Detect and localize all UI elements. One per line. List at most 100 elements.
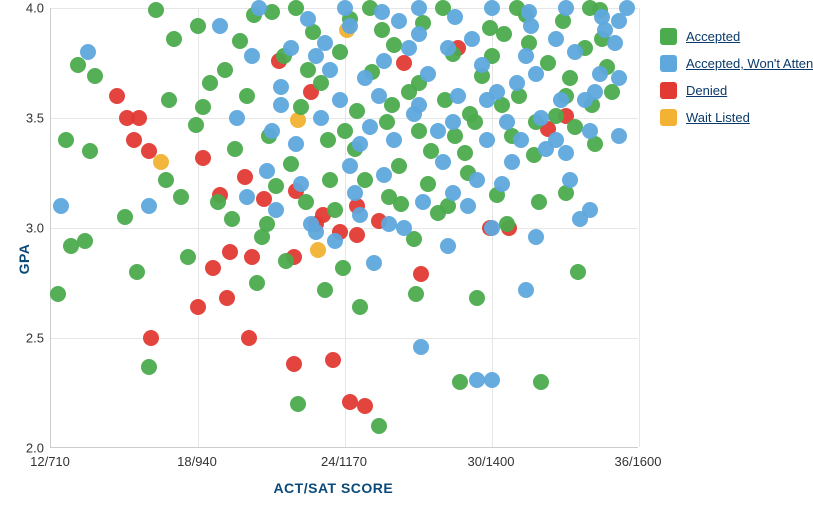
- scatter-point: [109, 88, 125, 104]
- scatter-point: [325, 352, 341, 368]
- scatter-point: [50, 286, 66, 302]
- legend-label: Accepted: [686, 29, 740, 44]
- scatter-point: [391, 13, 407, 29]
- scatter-point: [259, 216, 275, 232]
- scatter-point: [411, 97, 427, 113]
- scatter-point: [379, 114, 395, 130]
- x-tick-label: 36/1600: [615, 454, 662, 469]
- scatter-point: [173, 189, 189, 205]
- scatter-point: [283, 40, 299, 56]
- scatter-point: [374, 4, 390, 20]
- scatter-point: [533, 110, 549, 126]
- scatter-point: [531, 194, 547, 210]
- scatter-point: [153, 154, 169, 170]
- scatter-point: [479, 132, 495, 148]
- scatter-point: [219, 290, 235, 306]
- x-tick-label: 24/1170: [321, 454, 367, 469]
- scatter-point: [63, 238, 79, 254]
- scatter-point: [244, 48, 260, 64]
- scatter-point: [195, 99, 211, 115]
- scatter-point: [313, 75, 329, 91]
- scatter-point: [190, 18, 206, 34]
- scatter-point: [366, 255, 382, 271]
- scatter-point: [381, 189, 397, 205]
- scatter-point: [195, 150, 211, 166]
- scatter-point: [513, 132, 529, 148]
- scatter-point: [611, 70, 627, 86]
- scatter-point: [592, 66, 608, 82]
- scatter-point: [445, 114, 461, 130]
- scatter-point: [288, 136, 304, 152]
- scatter-point: [293, 99, 309, 115]
- scatter-point: [310, 242, 326, 258]
- scatter-point: [268, 178, 284, 194]
- scatter-point: [212, 18, 228, 34]
- scatter-point: [464, 31, 480, 47]
- scatter-point: [148, 2, 164, 18]
- scatter-point: [286, 356, 302, 372]
- scatter-point: [141, 198, 157, 214]
- y-tick-label: 3.5: [20, 111, 44, 126]
- scatter-point: [327, 202, 343, 218]
- scatter-point: [217, 62, 233, 78]
- scatter-point: [413, 339, 429, 355]
- legend-swatch: [660, 82, 677, 99]
- scatter-point: [317, 282, 333, 298]
- scatter-point: [484, 220, 500, 236]
- scatter-point: [420, 66, 436, 82]
- scatter-point: [131, 110, 147, 126]
- legend: Accepted Accepted, Won't Attend Denied Wait…: [660, 28, 813, 136]
- legend-item[interactable]: Denied: [660, 82, 813, 99]
- x-tick-label: 18/940: [177, 454, 217, 469]
- scatter-point: [229, 110, 245, 126]
- scatter-point: [53, 198, 69, 214]
- scatter-point: [293, 176, 309, 192]
- scatter-point: [129, 264, 145, 280]
- scatter-point: [180, 249, 196, 265]
- legend-swatch: [660, 28, 677, 45]
- legend-swatch: [660, 109, 677, 126]
- scatter-point: [308, 48, 324, 64]
- scatter-point: [474, 57, 490, 73]
- scatter-point: [239, 189, 255, 205]
- scatter-point: [607, 35, 623, 51]
- scatter-point: [268, 202, 284, 218]
- scatter-point: [611, 128, 627, 144]
- scatter-point: [567, 119, 583, 135]
- legend-item[interactable]: Accepted, Won't Attend: [660, 55, 813, 72]
- scatter-point: [374, 22, 390, 38]
- gridline-vertical: [639, 8, 640, 447]
- scatter-point: [222, 244, 238, 260]
- scatter-point: [386, 37, 402, 53]
- legend-item[interactable]: Accepted: [660, 28, 813, 45]
- x-axis-label: ACT/SAT SCORE: [273, 480, 393, 496]
- scatter-point: [496, 26, 512, 42]
- scatter-point: [327, 233, 343, 249]
- scatter-point: [322, 172, 338, 188]
- scatter-point: [376, 53, 392, 69]
- legend-item[interactable]: Wait Listed: [660, 109, 813, 126]
- scatter-point: [469, 290, 485, 306]
- scatter-point: [342, 394, 358, 410]
- scatter-point: [332, 92, 348, 108]
- scatter-point: [332, 44, 348, 60]
- scatter-point: [357, 70, 373, 86]
- y-axis-label: GPA: [16, 243, 32, 274]
- scatter-point: [357, 398, 373, 414]
- scatter-point: [521, 4, 537, 20]
- scatter-point: [482, 20, 498, 36]
- scatter-point: [548, 108, 564, 124]
- scatter-point: [504, 154, 520, 170]
- scatter-point: [509, 75, 525, 91]
- scatter-point: [349, 103, 365, 119]
- scatter-point: [352, 136, 368, 152]
- scatter-point: [82, 143, 98, 159]
- legend-label: Wait Listed: [686, 110, 750, 125]
- scatter-point: [210, 194, 226, 210]
- scatter-point: [259, 163, 275, 179]
- scatter-point: [518, 48, 534, 64]
- scatter-point: [58, 132, 74, 148]
- scatter-point: [582, 202, 598, 218]
- scatter-point: [381, 216, 397, 232]
- scatter-point: [415, 194, 431, 210]
